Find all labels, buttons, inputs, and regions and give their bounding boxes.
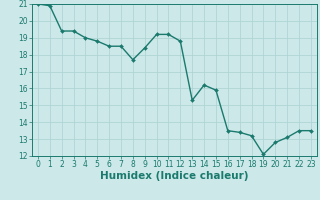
X-axis label: Humidex (Indice chaleur): Humidex (Indice chaleur) (100, 171, 249, 181)
